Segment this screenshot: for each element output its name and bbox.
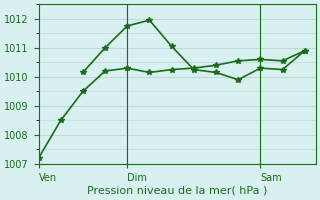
X-axis label: Pression niveau de la mer( hPa ): Pression niveau de la mer( hPa ): [87, 186, 268, 196]
